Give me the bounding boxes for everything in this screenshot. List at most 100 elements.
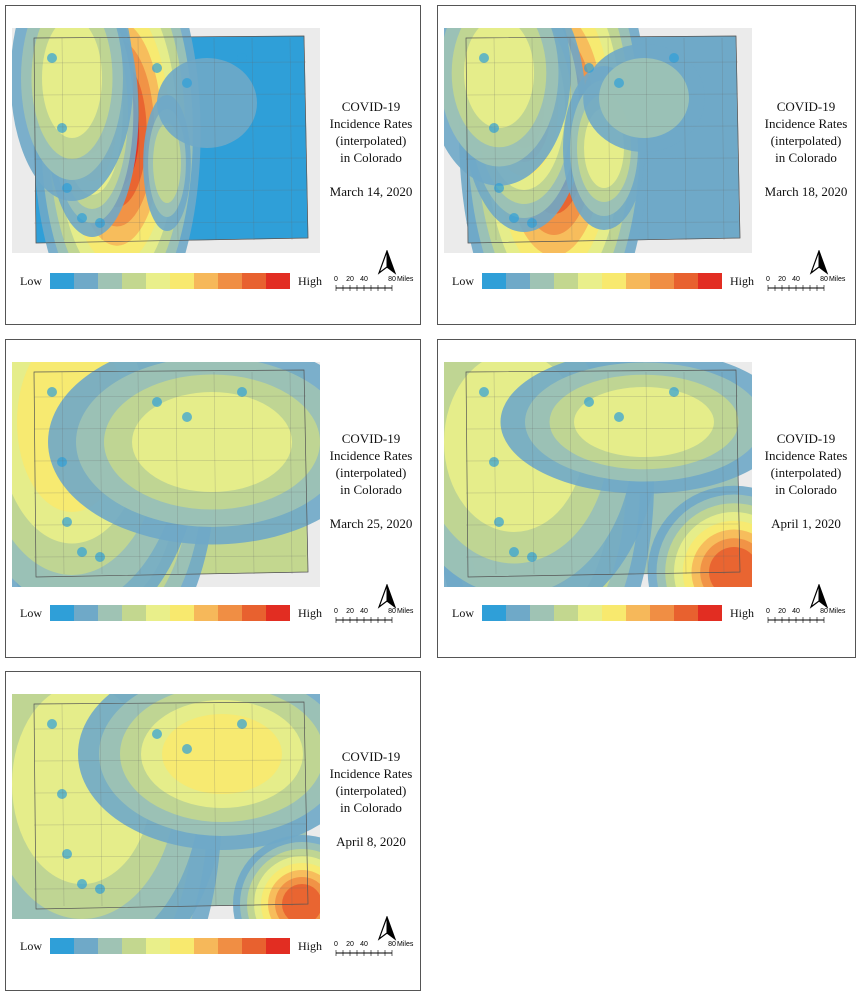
color-legend: Low High bbox=[20, 938, 322, 954]
legend-low-label: Low bbox=[20, 273, 42, 288]
svg-text:Miles: Miles bbox=[829, 276, 846, 283]
title-line: COVID-19 bbox=[776, 431, 836, 446]
panel-title: COVID-19 Incidence Rates (interpolated) … bbox=[324, 748, 418, 850]
map-date: March 25, 2020 bbox=[329, 516, 413, 531]
title-line: (interpolated) bbox=[335, 783, 407, 798]
legend-swatch bbox=[482, 605, 506, 621]
legend-swatch bbox=[170, 938, 194, 954]
legend-high-label: High bbox=[730, 273, 754, 288]
legend-swatch bbox=[218, 938, 242, 954]
map-panel-march-14: COVID-19 Incidence Rates (interpolated) … bbox=[5, 0, 421, 342]
legend-swatch bbox=[266, 273, 290, 289]
title-line: COVID-19 bbox=[776, 99, 836, 114]
title-line: Incidence Rates bbox=[329, 116, 413, 131]
legend-swatch bbox=[194, 605, 218, 621]
legend-swatch bbox=[122, 938, 146, 954]
legend-swatch bbox=[530, 273, 554, 289]
color-legend: Low High bbox=[452, 273, 754, 289]
map-panel-march-25: COVID-19 Incidence Rates (interpolated) … bbox=[0, 206, 424, 674]
colorado-heatmap bbox=[370, 257, 821, 702]
legend-swatch bbox=[98, 273, 122, 289]
legend-low-label: Low bbox=[452, 273, 474, 288]
legend-swatch bbox=[74, 605, 98, 621]
legend-swatch bbox=[530, 605, 554, 621]
colorado-heatmap bbox=[0, 206, 376, 674]
legend-swatch bbox=[98, 605, 122, 621]
svg-text:40: 40 bbox=[360, 276, 368, 283]
svg-text:20: 20 bbox=[778, 608, 786, 615]
svg-text:Miles: Miles bbox=[397, 608, 414, 615]
title-line: in Colorado bbox=[775, 150, 837, 165]
legend-swatch bbox=[602, 605, 626, 621]
svg-text:40: 40 bbox=[360, 608, 368, 615]
title-line: (interpolated) bbox=[770, 133, 842, 148]
svg-text:0: 0 bbox=[334, 608, 338, 615]
legend-high-label: High bbox=[730, 605, 754, 620]
title-line: in Colorado bbox=[775, 482, 837, 497]
legend-ramp bbox=[50, 605, 290, 621]
legend-low-label: Low bbox=[20, 938, 42, 953]
legend-swatch bbox=[626, 605, 650, 621]
map-panel-march-18: COVID-19 Incidence Rates (interpolated) … bbox=[427, 0, 856, 361]
title-line: COVID-19 bbox=[341, 749, 401, 764]
legend-swatch bbox=[698, 605, 722, 621]
colorado-heatmap bbox=[0, 570, 371, 996]
legend-swatch bbox=[218, 605, 242, 621]
legend-swatch bbox=[74, 938, 98, 954]
svg-text:80: 80 bbox=[388, 941, 396, 948]
legend-swatch bbox=[146, 605, 170, 621]
svg-text:80: 80 bbox=[388, 276, 396, 283]
legend-swatch bbox=[194, 938, 218, 954]
svg-text:40: 40 bbox=[360, 941, 368, 948]
svg-text:0: 0 bbox=[334, 941, 338, 948]
svg-text:Miles: Miles bbox=[829, 608, 846, 615]
legend-swatch bbox=[50, 938, 74, 954]
colorado-heatmap bbox=[427, 0, 752, 361]
legend-low-label: Low bbox=[20, 605, 42, 620]
legend-swatch bbox=[50, 605, 74, 621]
svg-text:80: 80 bbox=[820, 276, 828, 283]
legend-swatch bbox=[194, 273, 218, 289]
legend-swatch bbox=[482, 273, 506, 289]
map-date: March 18, 2020 bbox=[764, 184, 848, 199]
north-arrow-icon bbox=[808, 583, 830, 614]
legend-swatch bbox=[122, 605, 146, 621]
title-line: Incidence Rates bbox=[764, 448, 848, 463]
legend-ramp bbox=[482, 273, 722, 289]
legend-low-label: Low bbox=[452, 605, 474, 620]
north-arrow-icon bbox=[376, 915, 398, 946]
svg-text:0: 0 bbox=[766, 608, 770, 615]
colorado-heatmap bbox=[10, 0, 320, 342]
scale-bar: 0 20 40 80 Miles bbox=[766, 606, 856, 628]
legend-swatch bbox=[554, 605, 578, 621]
legend-ramp bbox=[50, 938, 290, 954]
scale-bar: 0 20 40 80 Miles bbox=[334, 606, 424, 628]
legend-swatch bbox=[122, 273, 146, 289]
map-date: March 14, 2020 bbox=[329, 184, 413, 199]
legend-swatch bbox=[698, 273, 722, 289]
svg-text:Miles: Miles bbox=[397, 276, 414, 283]
svg-text:20: 20 bbox=[346, 276, 354, 283]
legend-swatch bbox=[626, 273, 650, 289]
panel-title: COVID-19 Incidence Rates (interpolated) … bbox=[324, 98, 418, 200]
legend-swatch bbox=[50, 273, 74, 289]
legend-swatch bbox=[146, 938, 170, 954]
legend-ramp bbox=[50, 273, 290, 289]
svg-text:80: 80 bbox=[820, 608, 828, 615]
legend-high-label: High bbox=[298, 605, 322, 620]
legend-swatch bbox=[266, 605, 290, 621]
legend-swatch bbox=[170, 273, 194, 289]
map-panel-april-8: COVID-19 Incidence Rates (interpolated) … bbox=[0, 570, 421, 996]
legend-swatch bbox=[674, 273, 698, 289]
north-arrow-icon bbox=[808, 249, 830, 280]
legend-swatch bbox=[674, 605, 698, 621]
title-line: COVID-19 bbox=[341, 431, 401, 446]
color-legend: Low High bbox=[20, 273, 322, 289]
legend-swatch bbox=[554, 273, 578, 289]
north-arrow-icon bbox=[376, 249, 398, 280]
scale-bar: 0 20 40 80 Miles bbox=[766, 274, 856, 296]
title-line: COVID-19 bbox=[341, 99, 401, 114]
legend-swatch bbox=[602, 273, 626, 289]
panel-title: COVID-19 Incidence Rates (interpolated) … bbox=[324, 430, 418, 532]
legend-swatch bbox=[170, 605, 194, 621]
